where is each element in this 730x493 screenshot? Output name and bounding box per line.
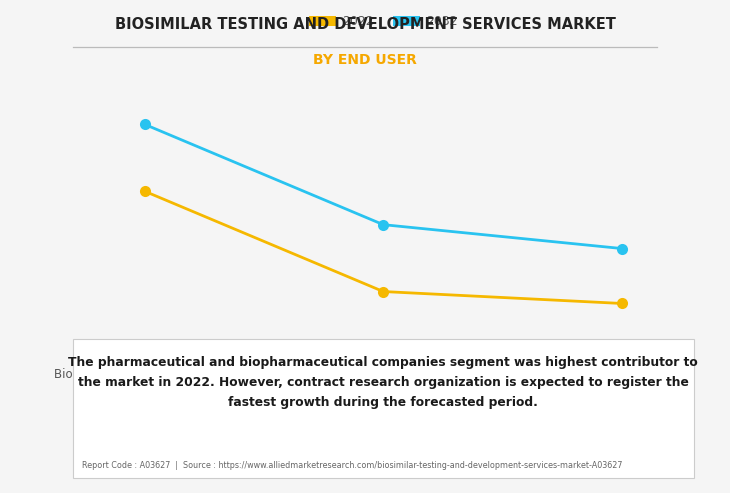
FancyBboxPatch shape	[73, 339, 694, 478]
Legend: 2022, 2032: 2022, 2032	[304, 10, 463, 33]
Text: BY END USER: BY END USER	[313, 53, 417, 67]
Text: Report Code : A03627  |  Source : https://www.alliedmarketresearch.com/biosimila: Report Code : A03627 | Source : https://…	[82, 461, 623, 470]
Text: BIOSIMILAR TESTING AND DEVELOPMENT SERVICES MARKET: BIOSIMILAR TESTING AND DEVELOPMENT SERVI…	[115, 17, 615, 32]
Text: The pharmaceutical and biopharmaceutical companies segment was highest contribut: The pharmaceutical and biopharmaceutical…	[69, 356, 698, 409]
